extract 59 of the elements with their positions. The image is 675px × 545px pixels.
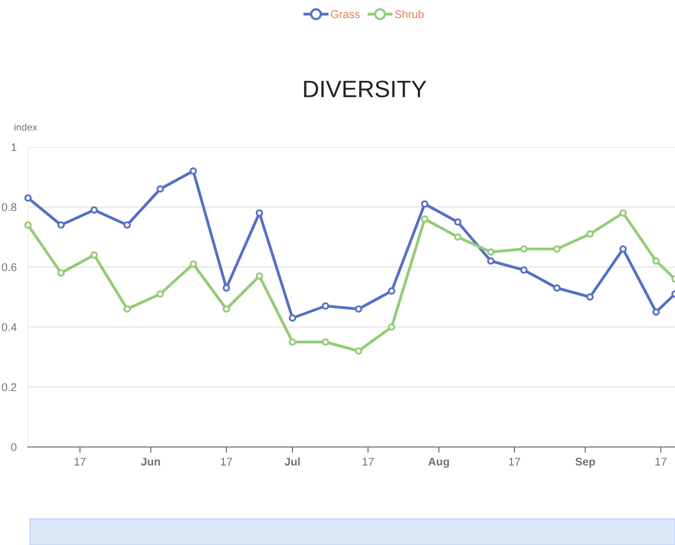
point (487, 257, 494, 265)
y-tick-label: 0.8 (2, 203, 16, 212)
point (123, 221, 131, 229)
point (288, 338, 296, 346)
x-tick-label: Jun (141, 458, 160, 466)
point (421, 215, 428, 223)
x-tick-label: 17 (656, 458, 666, 466)
y-tick-label: 0.4 (2, 323, 17, 332)
point (553, 284, 561, 292)
x-tick-label: 17 (74, 458, 86, 466)
point (354, 305, 362, 313)
x-tick-label: Sep (575, 458, 596, 468)
point (388, 323, 396, 331)
point (90, 251, 98, 259)
chart-title: DIVERSITY (304, 80, 426, 98)
point (288, 314, 296, 322)
y-tick-label: 0.2 (2, 383, 16, 392)
point (24, 194, 32, 202)
legend-label: Shrub (394, 10, 424, 18)
point (123, 305, 131, 313)
point (354, 347, 362, 355)
point (619, 245, 627, 253)
point (388, 287, 396, 295)
point (586, 293, 594, 301)
y-tick-label: 0.6 (2, 263, 16, 272)
point (421, 200, 428, 208)
point (156, 290, 164, 298)
point (222, 305, 230, 313)
point (652, 308, 660, 316)
point (322, 302, 330, 310)
y-tick-label: 0 (11, 443, 16, 452)
point (222, 284, 230, 292)
y-tick-label: 1 (12, 143, 16, 152)
x-tick-label: 17 (509, 458, 520, 466)
point (520, 266, 528, 274)
point (520, 245, 528, 253)
y-axis-title: index (14, 123, 38, 131)
point (322, 338, 330, 346)
point (586, 230, 594, 238)
legend-label: Grass (330, 10, 360, 18)
point (156, 185, 164, 193)
point (24, 221, 32, 229)
point (90, 206, 98, 214)
point (454, 218, 462, 226)
x-tick-label: Jul (284, 457, 300, 466)
point (256, 209, 264, 217)
x-tick-label: 17 (221, 458, 232, 466)
point (190, 260, 197, 268)
point (454, 233, 462, 241)
x-tick-label: Aug (428, 458, 449, 468)
point (652, 257, 660, 265)
point (619, 209, 627, 217)
point (553, 245, 561, 253)
point (57, 221, 65, 229)
point (57, 269, 65, 277)
point (190, 167, 197, 175)
point (487, 248, 494, 256)
point (256, 272, 264, 280)
x-tick-label: 17 (362, 458, 374, 466)
